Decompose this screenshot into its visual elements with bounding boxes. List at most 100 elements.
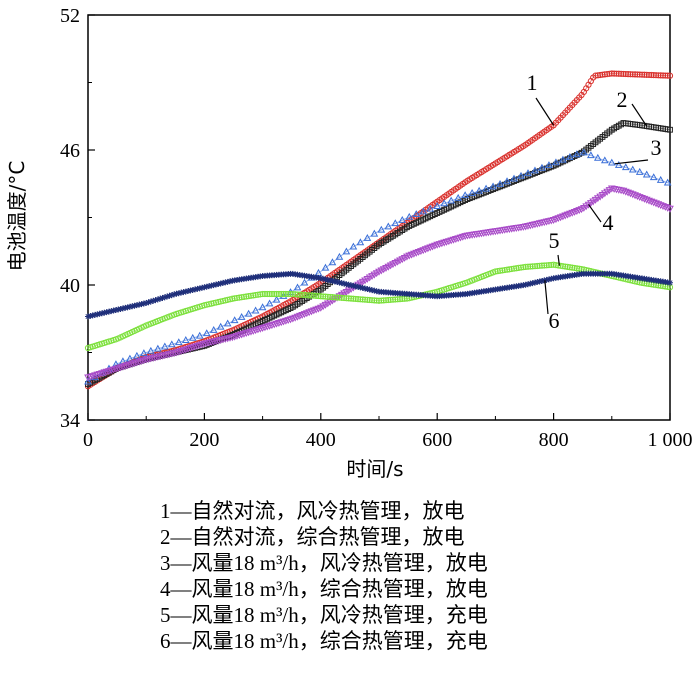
series-5-marker <box>299 291 306 298</box>
y-tick-label: 34 <box>60 410 80 432</box>
series-5-marker <box>373 297 380 304</box>
series-3-marker <box>454 193 463 201</box>
series-4-marker <box>642 196 651 204</box>
series-5-marker <box>382 297 390 304</box>
plot-frame <box>87 14 671 421</box>
series-6-marker <box>164 293 171 300</box>
series-5-marker <box>327 293 334 301</box>
series-6-marker <box>196 285 203 292</box>
series-4-marker <box>663 204 672 212</box>
series-6-marker <box>105 308 112 315</box>
series-4-marker <box>661 204 670 211</box>
series-3-marker <box>593 153 602 161</box>
series-label-leader-4 <box>588 204 602 223</box>
series-6-marker <box>192 286 199 293</box>
series-6-marker <box>138 301 145 308</box>
series-4-marker <box>649 199 658 207</box>
series-6-marker <box>178 289 185 296</box>
series-5-marker <box>359 296 366 303</box>
series-6-marker <box>126 303 133 310</box>
series-4-marker <box>624 189 632 197</box>
series-6-marker <box>538 277 545 284</box>
series-6-marker <box>371 287 378 294</box>
series-5-marker <box>394 296 401 303</box>
series-1-marker <box>655 72 662 79</box>
series-3-marker <box>545 161 553 168</box>
series-6-marker <box>140 300 147 307</box>
series-3-marker <box>496 179 504 187</box>
series-6-marker <box>161 294 168 301</box>
series-4 <box>84 185 674 382</box>
series-3-marker <box>363 233 372 241</box>
series-6-marker <box>89 312 96 319</box>
series-1-marker <box>645 71 653 79</box>
series-4-marker <box>626 190 635 198</box>
series-3-marker <box>580 148 588 156</box>
series-3-marker <box>482 184 490 192</box>
series-5-marker <box>315 292 322 300</box>
series-5-marker <box>308 292 315 299</box>
series-4-marker <box>656 202 665 210</box>
series-1-marker <box>627 71 634 78</box>
series-6 <box>85 270 673 320</box>
series-3-marker <box>265 299 274 307</box>
legend-entry-3: 3—风量18 m³/h，风冷热管理，放电 <box>160 551 488 575</box>
y-tick-label: 40 <box>60 275 80 297</box>
series-6-marker <box>369 287 376 294</box>
series-4-marker <box>619 187 628 195</box>
series-5-marker <box>350 295 357 302</box>
series-3-marker <box>573 150 581 158</box>
series-6-marker <box>220 279 227 286</box>
x-axis-label: 时间/s <box>346 457 403 481</box>
series-6-marker <box>103 309 110 316</box>
series-6-marker <box>317 275 324 282</box>
series-5-marker <box>271 290 278 298</box>
series-1-marker <box>608 70 615 77</box>
series-6-marker <box>331 278 338 285</box>
series-3-marker <box>167 340 176 348</box>
series-6-marker <box>159 294 166 301</box>
series-6-marker <box>189 286 196 293</box>
series-6-marker <box>91 311 98 318</box>
series-5-marker <box>380 297 387 304</box>
series-5-marker <box>354 296 362 303</box>
series-label-4: 4 <box>603 210 614 235</box>
series-5-marker <box>536 262 543 269</box>
series-6-marker <box>534 279 541 286</box>
series-6-marker <box>224 278 231 285</box>
series-5-marker <box>259 290 266 298</box>
series-3-marker <box>586 151 595 159</box>
series-1-marker <box>666 72 674 79</box>
series-6-marker <box>166 292 173 299</box>
series-1 <box>84 70 674 390</box>
series-1-marker <box>641 71 648 78</box>
series-5-marker <box>329 294 336 301</box>
series-6-marker <box>203 283 210 290</box>
series-5-marker <box>387 296 394 303</box>
series-6-marker <box>117 305 124 312</box>
series-5 <box>84 261 674 352</box>
series-6-marker <box>124 304 131 311</box>
series-1-marker <box>650 72 657 79</box>
series-3-marker <box>468 188 476 196</box>
series-6-marker <box>199 284 206 291</box>
series-6-marker <box>545 276 552 283</box>
series-3-marker <box>335 252 344 260</box>
series-1-marker <box>638 71 646 78</box>
series-5-marker <box>368 297 376 304</box>
series-6-marker <box>87 312 94 319</box>
series-5-marker <box>389 296 397 303</box>
series-3-marker <box>293 283 302 291</box>
series-5-marker <box>317 293 324 300</box>
series-6-marker <box>667 279 673 286</box>
series-label-leader-3 <box>614 159 649 165</box>
series-3-marker <box>517 171 525 179</box>
series-5-marker <box>527 263 534 270</box>
series-1-marker <box>629 71 636 78</box>
legend-entry-4: 4—风量18 m³/h，综合热管理，放电 <box>160 577 488 601</box>
series-5-marker <box>538 262 546 269</box>
series-6-marker <box>168 292 175 299</box>
series-5-marker <box>278 290 285 298</box>
